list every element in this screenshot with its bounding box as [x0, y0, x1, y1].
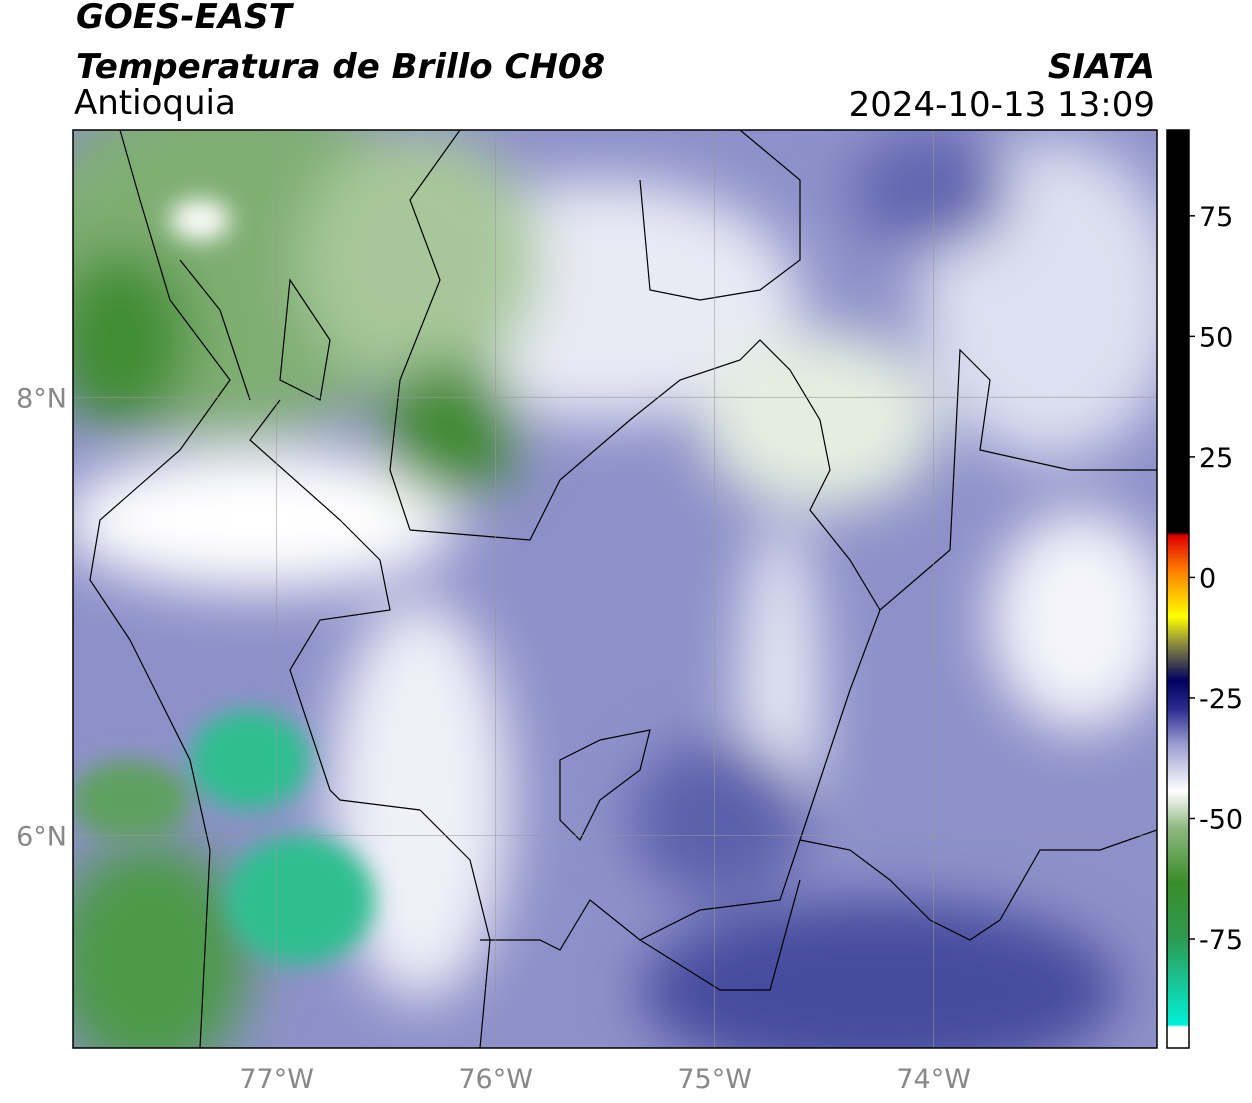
- source: SIATA: [1048, 47, 1155, 87]
- graticule: [73, 130, 1157, 1048]
- colorbar-tick-label: 75: [1199, 202, 1233, 233]
- datetime: 2024-10-13 13:09: [849, 85, 1155, 125]
- x-tick-label: 74°W: [896, 1064, 971, 1095]
- x-tick-label: 76°W: [458, 1064, 533, 1095]
- colorbar-tick-label: -50: [1199, 805, 1243, 836]
- y-tick-label: 6°N: [16, 821, 67, 852]
- colorbar-tick-label: 0: [1199, 563, 1216, 594]
- colorbar-tick-label: -25: [1199, 684, 1243, 715]
- x-tick-label: 77°W: [239, 1064, 314, 1095]
- x-tick-label: 75°W: [677, 1064, 752, 1095]
- y-tick-label: 8°N: [16, 383, 67, 414]
- satellite-image: [73, 130, 1157, 1048]
- colorbar: [1166, 129, 1190, 1049]
- region: Antioquia: [74, 83, 236, 123]
- colorbar-tick-label: 25: [1199, 443, 1233, 474]
- title: GOES-EAST: [76, 0, 295, 37]
- colorbar-tick-label: 50: [1199, 322, 1233, 353]
- subtitle: Temperatura de Brillo CH08: [76, 47, 605, 87]
- colorbar-tick-label: -75: [1199, 925, 1243, 956]
- map-frame: [72, 129, 1158, 1049]
